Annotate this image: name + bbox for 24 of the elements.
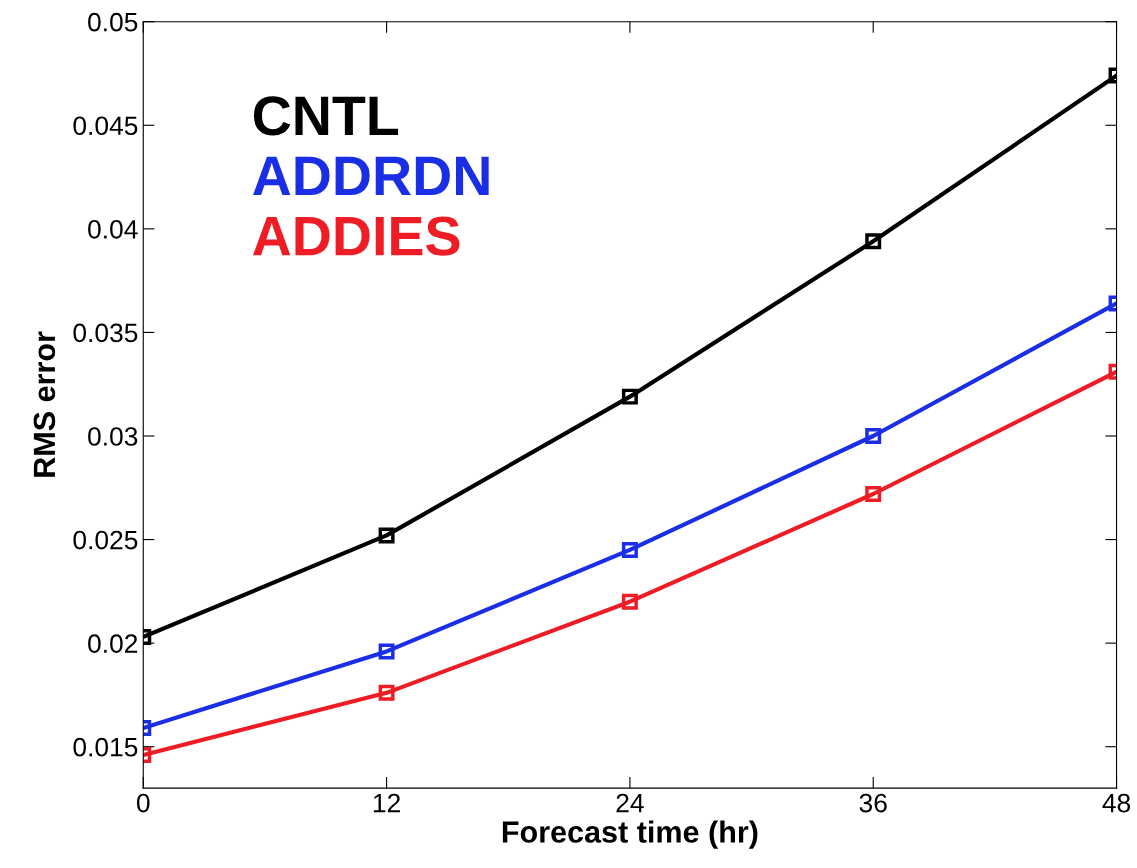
point [378, 684, 395, 701]
y-axis-title: RMS error [33, 331, 56, 477]
x-axis-title: Forecast time (hr) [502, 820, 758, 849]
y-tick-label: 0.045 [73, 116, 138, 136]
x-tick-label: 12 [373, 793, 400, 813]
point [621, 541, 638, 558]
y-tick-label: 0.015 [73, 737, 138, 757]
point [378, 643, 395, 660]
x-tick-label: 24 [616, 793, 644, 813]
y-tick-label: 0.025 [73, 530, 138, 550]
point [378, 527, 395, 544]
legend-label: CNTL [253, 96, 399, 136]
y-tick-label: 0.05 [88, 12, 138, 32]
y-tick-label: 0.03 [88, 427, 138, 446]
x-tick-label: 48 [1102, 793, 1131, 813]
y-tick-label: 0.04 [88, 219, 138, 239]
y-tick-label: 0.035 [73, 323, 138, 343]
x-tick-label: 0 [136, 793, 150, 813]
x-tick-label: 36 [859, 793, 887, 813]
text: ADDIES [253, 216, 460, 256]
text: ADDRDN [253, 156, 489, 196]
y-tick-label: 0.02 [88, 634, 138, 653]
point [621, 388, 638, 405]
point [621, 593, 638, 610]
